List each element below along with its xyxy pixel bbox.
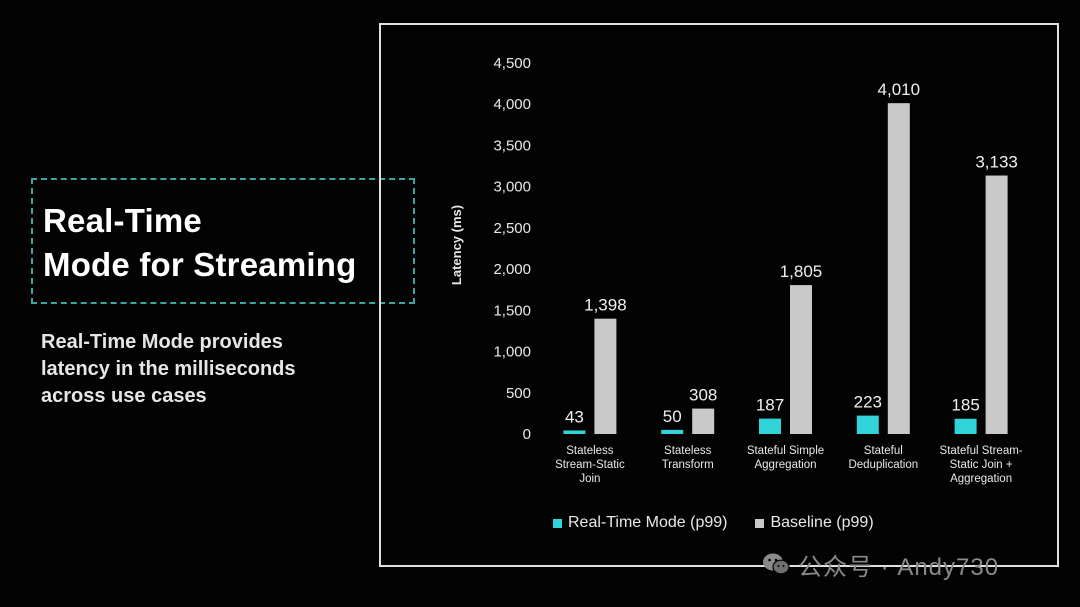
realtime-value-label: 187	[756, 396, 784, 415]
y-tick-label: 4,500	[493, 55, 531, 72]
realtime-value-label: 223	[854, 393, 882, 412]
y-tick-label: 3,000	[493, 179, 531, 196]
baseline-bar	[887, 103, 910, 435]
realtime-bar	[954, 418, 977, 434]
legend-item-baseline: Baseline (p99)	[755, 514, 874, 532]
watermark: 公众号 · Andy730	[762, 548, 1000, 581]
legend-label-baseline: Baseline (p99)	[770, 514, 874, 531]
x-tick-label: Stateless	[566, 445, 614, 457]
x-tick-label: Stream-Static	[555, 459, 625, 471]
realtime-value-label: 185	[951, 396, 979, 415]
baseline-bar	[985, 175, 1008, 434]
realtime-value-label: 43	[565, 407, 584, 426]
chart-legend: Real-Time Mode (p99) Baseline (p99)	[553, 512, 902, 534]
realtime-bar	[563, 430, 586, 434]
y-axis-title: Latency (ms)	[449, 205, 464, 285]
slide-title: Real-Time Mode for Streaming	[43, 199, 356, 287]
legend-item-realtime: Real-Time Mode (p99)	[553, 514, 727, 532]
y-tick-label: 2,500	[493, 220, 531, 237]
realtime-bar	[856, 415, 879, 434]
baseline-bar	[594, 318, 617, 434]
x-tick-label: Aggregation	[950, 473, 1012, 485]
legend-swatch-baseline	[755, 518, 765, 528]
y-tick-label: 0	[523, 426, 531, 443]
chart-frame	[379, 23, 1059, 567]
x-tick-label: Deduplication	[848, 459, 918, 471]
slide-subtitle: Real-Time Mode provides latency in the m…	[41, 329, 296, 410]
y-tick-label: 4,000	[493, 96, 531, 113]
slide-title-line-2: Mode for Streaming	[43, 246, 357, 283]
baseline-value-label: 1,805	[780, 262, 823, 281]
x-tick-label: Transform	[662, 459, 714, 471]
baseline-value-label: 3,133	[975, 153, 1018, 172]
x-tick-label: Stateful Stream-	[940, 445, 1023, 457]
baseline-value-label: 308	[689, 386, 717, 405]
x-tick-label: Stateful Simple	[747, 445, 824, 457]
x-tick-label: Stateless	[664, 445, 712, 457]
slide-subtitle-line-2: latency in the milliseconds	[41, 358, 296, 380]
legend-swatch-realtime	[553, 518, 562, 528]
baseline-value-label: 1,398	[584, 296, 627, 315]
slide-title-line-1: Real-Time	[43, 202, 202, 239]
x-tick-label: Join	[579, 473, 600, 485]
x-tick-label: Static Join +	[950, 459, 1013, 471]
y-tick-label: 3,500	[493, 137, 531, 154]
y-tick-label: 1,000	[493, 344, 531, 361]
y-tick-label: 500	[506, 385, 531, 402]
y-tick-label: 1,500	[493, 302, 531, 319]
baseline-value-label: 4,010	[878, 80, 921, 99]
watermark-text: 公众号 · Andy730	[798, 553, 1000, 581]
baseline-bar	[790, 285, 812, 434]
realtime-bar	[661, 429, 684, 434]
title-frame	[31, 178, 415, 304]
x-tick-label: Stateful	[864, 445, 903, 457]
baseline-bar	[692, 408, 715, 434]
legend-label-realtime: Real-Time Mode (p99)	[568, 514, 728, 531]
realtime-bar	[759, 418, 781, 434]
x-tick-label: Aggregation	[754, 459, 816, 471]
realtime-value-label: 50	[663, 407, 682, 426]
slide-subtitle-line-1: Real-Time Mode provides	[41, 331, 283, 353]
wechat-icon	[762, 552, 790, 576]
y-tick-label: 2,000	[493, 261, 531, 278]
slide-subtitle-line-3: across use cases	[41, 385, 207, 407]
